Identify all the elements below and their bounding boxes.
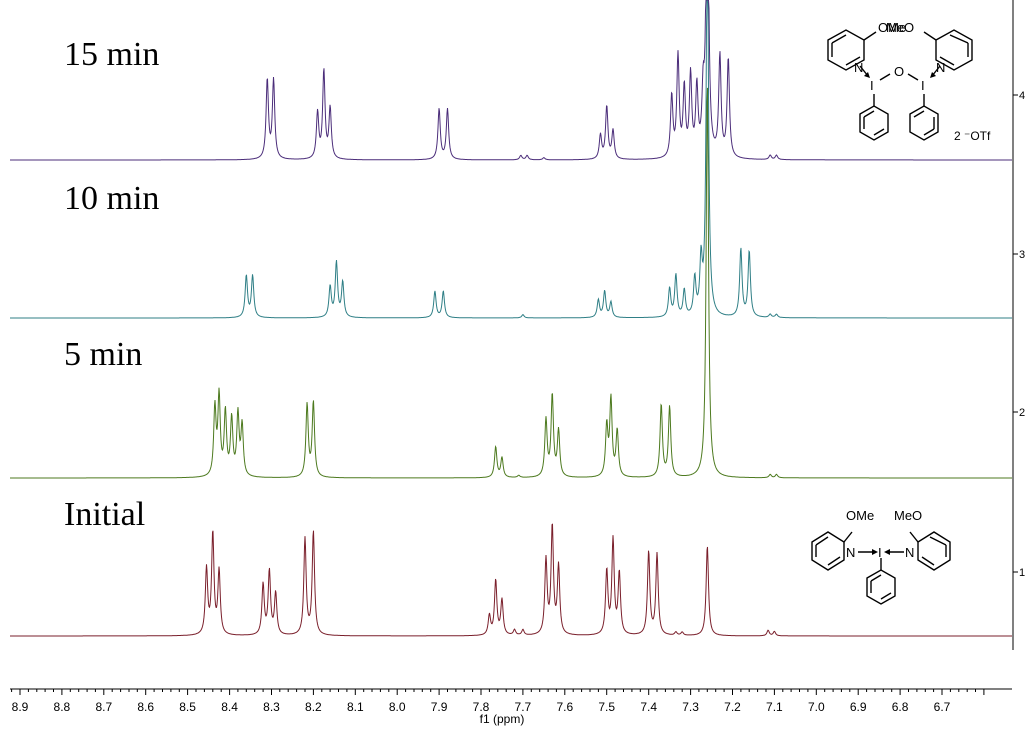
ome-label-left: OMe <box>878 20 906 35</box>
structure-initial-complex: OMe MeO N I N <box>811 508 951 605</box>
right-axis-label: 1 <box>1019 567 1025 579</box>
label-10min: 10 min <box>64 180 160 217</box>
x-tick-label: 7.1 <box>766 700 783 714</box>
x-tick-label: 7.8 <box>473 700 490 714</box>
ppm-axis: 8.9 8.8 8.7 8.6 8.5 8.4 8.3 8.2 8.1 8.0 7.9 7.8 7.7 7… <box>10 688 1012 726</box>
label-initial: Initial <box>64 496 146 533</box>
left-phenyl-ring <box>859 105 889 141</box>
spectrum-trace-5min <box>10 87 1012 479</box>
spectrum-trace-10min <box>10 0 1012 319</box>
ome-label-left: OMe <box>846 508 874 523</box>
x-tick-label: 8.7 <box>95 700 112 714</box>
x-tick-label: 6.8 <box>892 700 909 714</box>
x-tick-label: 6.9 <box>850 700 867 714</box>
spectrum-trace-initial <box>10 523 1012 637</box>
iodine-label: I <box>878 545 882 560</box>
right-pyridine-ring <box>917 531 951 571</box>
meo-label-right: MeO <box>886 20 914 35</box>
x-tick-label: 8.9 <box>12 700 29 714</box>
x-tick-label: 8.3 <box>263 700 280 714</box>
x-tick-label: 7.7 <box>515 700 532 714</box>
right-pyridine-ring <box>935 29 973 71</box>
n-label-left: N <box>846 545 855 560</box>
phenyl-ring <box>866 569 896 605</box>
x-tick-label: 7.6 <box>556 700 573 714</box>
x-tick-label: 8.2 <box>305 700 322 714</box>
n-label-right: N <box>905 545 914 560</box>
n-label-right: N <box>936 60 945 75</box>
meo-label-right: MeO <box>894 508 922 523</box>
right-axis-label: 3 <box>1019 249 1025 261</box>
x-tick-label: 8.5 <box>179 700 196 714</box>
right-phenyl-ring <box>909 105 939 141</box>
right-axis-label: 4 <box>1019 90 1025 102</box>
iodine-label-left: I <box>870 78 874 93</box>
left-pyridine-ring <box>827 29 865 71</box>
counterion-label: 2 ⁻OTf <box>954 129 991 143</box>
x-tick-label: 7.5 <box>598 700 615 714</box>
left-pyridine-ring <box>811 531 845 571</box>
x-tick-label: 7.9 <box>431 700 448 714</box>
spectrum-trace-15min <box>10 0 1012 161</box>
x-tick-label: 7.2 <box>724 700 741 714</box>
x-tick-label: 7.3 <box>682 700 699 714</box>
x-tick-label: 8.6 <box>137 700 154 714</box>
oxygen-label: O <box>894 64 904 79</box>
x-tick-label: 8.1 <box>347 700 364 714</box>
right-axis: 1 2 3 4 <box>1012 0 1025 650</box>
right-axis-label: 2 <box>1019 407 1025 419</box>
x-tick-label: 8.4 <box>221 700 238 714</box>
x-tick-label: 8.0 <box>389 700 406 714</box>
label-15min: 15 min <box>64 36 160 73</box>
x-tick-label: 7.0 <box>808 700 825 714</box>
x-tick-label: 6.7 <box>934 700 951 714</box>
x-tick-label: 7.4 <box>640 700 657 714</box>
structure-oxo-bridged-dimer: OMe MeO N N I O I 2 ⁻OTf <box>827 20 991 143</box>
n-label-left: N <box>854 60 863 75</box>
label-5min: 5 min <box>64 336 143 373</box>
x-axis-title: f1 (ppm) <box>480 712 525 726</box>
iodine-label-right: I <box>921 78 925 93</box>
spectrum-traces <box>10 0 1012 637</box>
x-tick-label: 8.8 <box>54 700 71 714</box>
